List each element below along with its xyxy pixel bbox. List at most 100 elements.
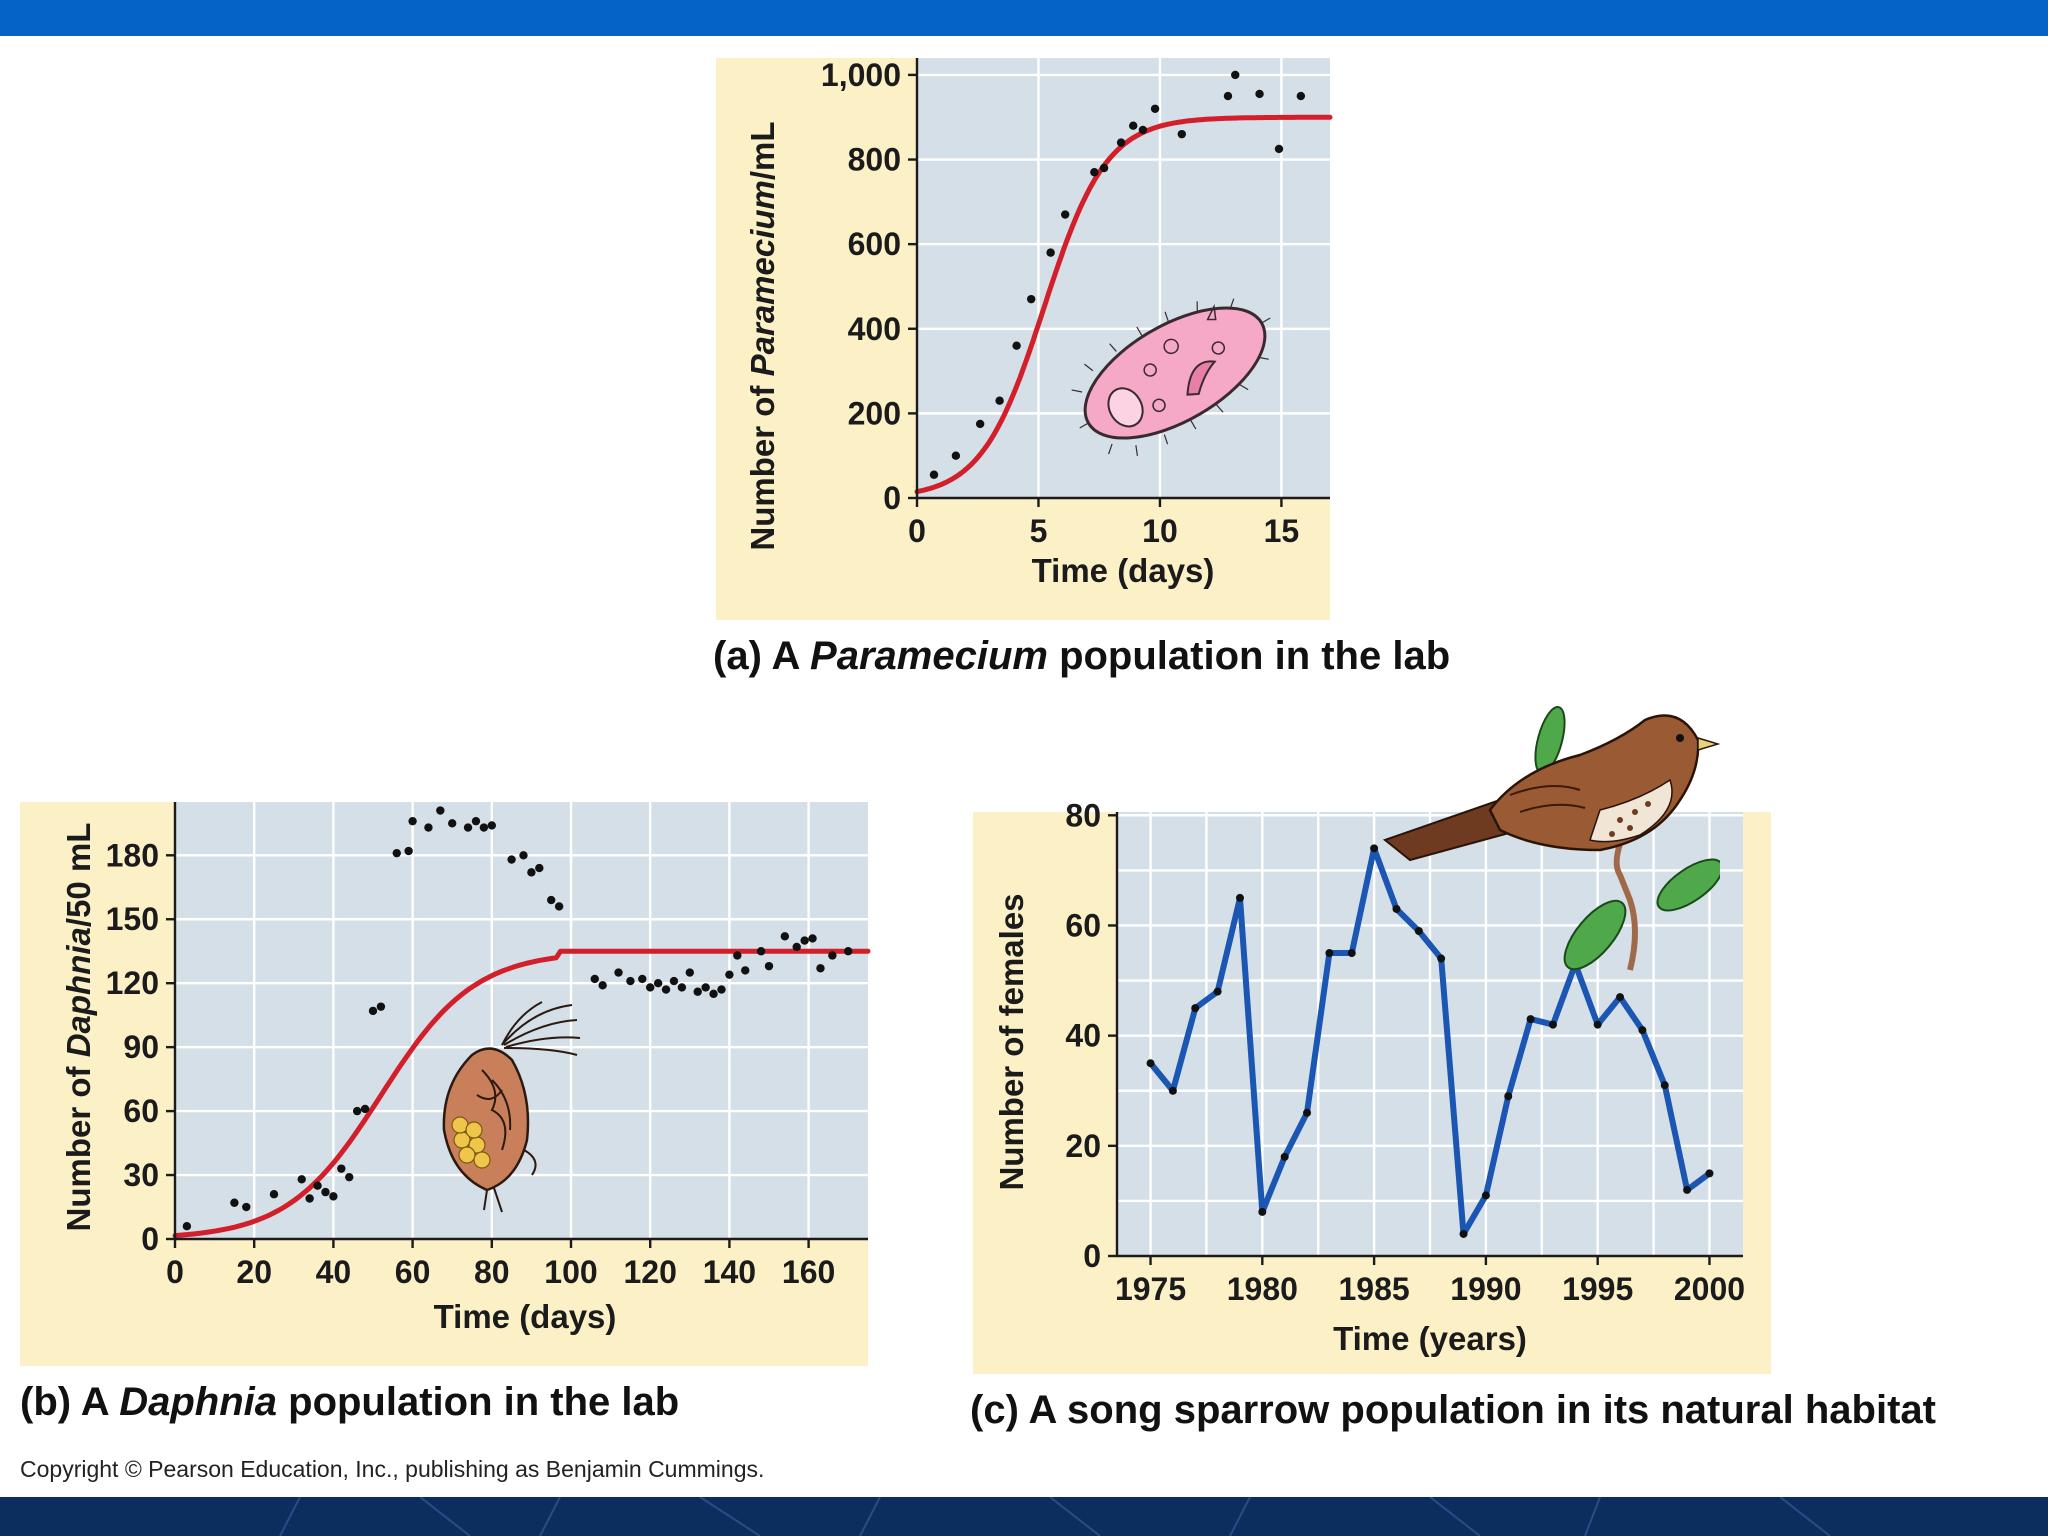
y-tick-label: 180 bbox=[106, 837, 159, 873]
data-point bbox=[764, 961, 774, 971]
x-tick-label: 0 bbox=[166, 1254, 184, 1290]
x-tick-label: 15 bbox=[1264, 513, 1300, 549]
data-point bbox=[1660, 1081, 1669, 1090]
data-point bbox=[1370, 844, 1379, 853]
sparrow-y-ticks: 0 20 40 60 80 bbox=[1065, 797, 1117, 1274]
data-point bbox=[1177, 129, 1187, 139]
x-tick-label: 1975 bbox=[1115, 1271, 1186, 1307]
daphnia-x-axis-title: Time (days) bbox=[434, 1298, 617, 1335]
daphnia-axes bbox=[173, 802, 868, 1241]
data-point bbox=[780, 932, 790, 941]
y-tick-label: 800 bbox=[848, 142, 901, 178]
data-point bbox=[448, 819, 457, 828]
data-point bbox=[463, 823, 473, 832]
data-point bbox=[337, 1164, 346, 1173]
sparrow-x-ticks: 1975 1980 1985 1990 1995 2000 bbox=[1115, 1256, 1745, 1307]
data-point bbox=[646, 983, 655, 992]
y-tick-label: 600 bbox=[848, 226, 901, 262]
data-point bbox=[519, 851, 528, 860]
daphnia-icon bbox=[442, 1001, 581, 1213]
data-point bbox=[408, 816, 417, 826]
x-tick-label: 1995 bbox=[1562, 1271, 1633, 1307]
data-point bbox=[1325, 949, 1334, 958]
data-point bbox=[975, 419, 985, 429]
data-point bbox=[507, 855, 516, 864]
data-point bbox=[1129, 121, 1138, 130]
data-point bbox=[242, 1202, 251, 1212]
data-point bbox=[1638, 1026, 1647, 1035]
data-point bbox=[313, 1181, 322, 1190]
copyright-notice: Copyright © Pearson Education, Inc., pub… bbox=[20, 1456, 765, 1482]
data-point bbox=[1255, 89, 1264, 99]
data-point bbox=[701, 983, 710, 992]
x-tick-label: 1985 bbox=[1339, 1271, 1410, 1307]
x-tick-label: 2000 bbox=[1674, 1271, 1745, 1307]
data-point bbox=[669, 976, 679, 986]
x-tick-label: 140 bbox=[703, 1254, 756, 1290]
data-point bbox=[614, 968, 623, 977]
sparrow-caption: (c) A song sparrow population in its nat… bbox=[970, 1388, 1936, 1432]
data-point bbox=[404, 846, 413, 856]
data-point bbox=[1191, 1004, 1200, 1013]
paramecium-x-axis-title: Time (days) bbox=[1032, 552, 1215, 589]
data-point bbox=[1280, 1152, 1289, 1161]
data-point bbox=[1296, 91, 1306, 101]
y-tick-label: 60 bbox=[123, 1093, 159, 1129]
bottom-bar-pattern bbox=[279, 1497, 1831, 1536]
data-point bbox=[717, 985, 726, 994]
x-tick-label: 10 bbox=[1142, 513, 1178, 549]
sparrow-points bbox=[1146, 844, 1714, 1238]
data-point bbox=[995, 396, 1004, 405]
y-tick-label: 120 bbox=[106, 965, 159, 1001]
data-point bbox=[800, 936, 809, 945]
sparrow-chart: 1975 1980 1985 1990 1995 2000 0 20 40 60 80 Time … bbox=[993, 797, 1745, 1357]
sparrow-panel: 1975 1980 1985 1990 1995 2000 0 20 40 60 80 Time … bbox=[973, 797, 1771, 1374]
data-point bbox=[1437, 954, 1446, 963]
data-point bbox=[297, 1175, 306, 1184]
sparrow-plot: 1975 1980 1985 1990 1995 2000 0 20 40 60 80 Time … bbox=[1065, 797, 1745, 1357]
data-point bbox=[269, 1190, 279, 1199]
data-point bbox=[329, 1192, 338, 1201]
data-point bbox=[1258, 1207, 1267, 1216]
x-tick-label: 1980 bbox=[1227, 1271, 1298, 1307]
data-point bbox=[693, 987, 702, 996]
x-tick-label: 5 bbox=[1030, 513, 1048, 549]
data-point bbox=[1223, 91, 1233, 101]
data-point bbox=[1392, 904, 1401, 913]
daphnia-y-axis-title: Number of Daphnia/50 mL bbox=[60, 823, 97, 1232]
data-point bbox=[677, 983, 687, 992]
x-tick-label: 100 bbox=[544, 1254, 597, 1290]
x-tick-label: 60 bbox=[395, 1254, 431, 1290]
data-point bbox=[1616, 993, 1625, 1002]
sparrow-x-axis-title: Time (years) bbox=[1333, 1320, 1527, 1357]
y-tick-label: 400 bbox=[848, 311, 901, 347]
data-point bbox=[1116, 138, 1126, 147]
daphnia-logistic-curve bbox=[172, 948, 871, 1239]
data-point bbox=[487, 821, 496, 830]
y-tick-label: 0 bbox=[1083, 1238, 1101, 1274]
daphnia-plot: 0 20 40 60 80 100 120 140 160 0 30 60 90 120 150 180 T… bbox=[106, 802, 871, 1335]
paramecium-x-ticks: 0 5 10 15 bbox=[908, 498, 1299, 549]
paramecium-axes bbox=[915, 58, 1330, 500]
song-sparrow-icon bbox=[1382, 706, 1720, 971]
data-point bbox=[1146, 1059, 1155, 1068]
data-point bbox=[598, 981, 607, 990]
data-point bbox=[661, 985, 671, 994]
data-point bbox=[1012, 341, 1021, 350]
data-point bbox=[352, 1106, 362, 1116]
y-tick-label: 150 bbox=[106, 901, 159, 937]
daphnia-caption: (b) A Daphnia population in the lab bbox=[20, 1380, 680, 1424]
data-point bbox=[808, 934, 817, 943]
data-point bbox=[638, 974, 647, 984]
data-point bbox=[653, 978, 663, 988]
paramecium-grid bbox=[917, 58, 1330, 498]
x-tick-label: 120 bbox=[624, 1254, 677, 1290]
daphnia-y-ticks: 0 30 60 90 120 150 180 bbox=[106, 837, 175, 1257]
data-point bbox=[368, 1006, 378, 1016]
data-point bbox=[1683, 1185, 1692, 1194]
data-point bbox=[547, 895, 556, 905]
y-tick-label: 90 bbox=[123, 1029, 159, 1065]
paramecium-plot: 0 5 10 15 0 200 400 600 800 1,000 Time (days) bbox=[821, 57, 1333, 589]
data-point bbox=[1231, 70, 1240, 80]
data-point bbox=[1481, 1191, 1490, 1200]
